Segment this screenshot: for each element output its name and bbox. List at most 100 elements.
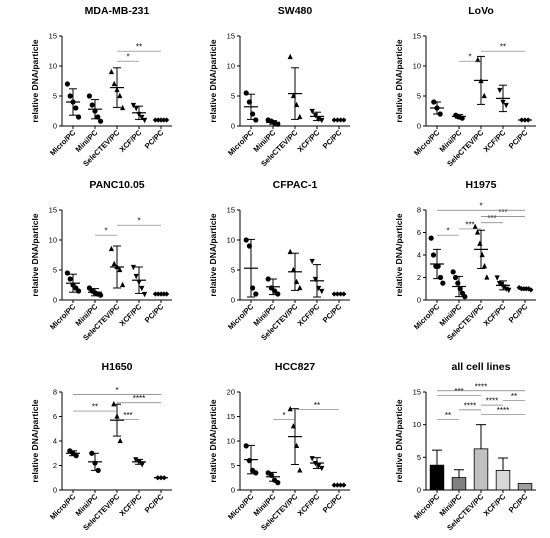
data-point bbox=[139, 114, 145, 121]
data-point bbox=[243, 443, 249, 449]
y-tick-label: 0 bbox=[231, 122, 235, 131]
panel-title: H1650 bbox=[102, 361, 133, 373]
x-tick-label: Micro/PC bbox=[48, 302, 78, 332]
data-point bbox=[117, 266, 123, 273]
data-point bbox=[503, 102, 509, 109]
y-tick-label: 0 bbox=[417, 486, 421, 495]
data-point bbox=[428, 235, 434, 241]
data-point bbox=[472, 223, 478, 229]
data-point bbox=[108, 245, 114, 252]
y-tick-label: 4 bbox=[417, 251, 421, 260]
data-point bbox=[98, 118, 104, 124]
data-point bbox=[111, 260, 117, 267]
significance-label: ** bbox=[445, 411, 451, 420]
y-tick-label: 10 bbox=[227, 437, 235, 446]
x-tick-label: Micro/PC bbox=[48, 128, 78, 158]
y-tick-label: 10 bbox=[413, 62, 421, 71]
data-point bbox=[309, 258, 315, 265]
significance-label: *** bbox=[454, 387, 463, 396]
x-tick-label: PC/PC bbox=[143, 302, 166, 325]
data-point bbox=[297, 467, 303, 473]
y-tick-label: 10 bbox=[227, 236, 235, 245]
x-tick-label: PC/PC bbox=[507, 492, 530, 515]
x-tick-label: XCF/PC bbox=[118, 128, 144, 154]
y-axis-label: relative DNA/particle bbox=[394, 213, 404, 296]
y-tick-label: 5 bbox=[417, 92, 421, 101]
significance-label: **** bbox=[486, 397, 498, 406]
data-point bbox=[494, 275, 500, 281]
data-point bbox=[287, 53, 293, 60]
significance-label: * bbox=[115, 386, 118, 395]
panel-sw480: SW480 relative DNA/particle 0 5 10 15 Micro/PC… bbox=[208, 5, 350, 168]
data-point bbox=[139, 285, 145, 292]
y-tick-label: 5 bbox=[53, 92, 57, 101]
y-tick-label: 0 bbox=[231, 296, 235, 305]
y-tick-label: 0 bbox=[417, 296, 421, 305]
y-tick-label: 0 bbox=[53, 486, 57, 495]
data-point bbox=[111, 80, 117, 87]
data-point bbox=[474, 229, 481, 235]
panel-title: CFPAC-1 bbox=[273, 179, 318, 191]
data-point bbox=[506, 287, 512, 294]
data-point bbox=[243, 237, 249, 243]
y-axis-label: relative DNA/particle bbox=[208, 213, 218, 296]
y-axis-label: relative DNA/particle bbox=[208, 39, 218, 122]
data-point bbox=[142, 291, 148, 298]
significance-label: * bbox=[104, 227, 107, 236]
panel-title: SW480 bbox=[278, 5, 313, 17]
data-point bbox=[133, 457, 139, 463]
significance-label: * bbox=[137, 217, 140, 226]
x-tick-label: XCF/PC bbox=[296, 302, 322, 328]
significance-label: * bbox=[468, 53, 471, 62]
data-point bbox=[76, 114, 82, 120]
x-tick-label: XCF/PC bbox=[118, 302, 144, 328]
data-point bbox=[253, 117, 259, 123]
data-point bbox=[440, 280, 446, 286]
x-tick-label: PC/PC bbox=[507, 128, 530, 151]
y-tick-label: 15 bbox=[227, 32, 235, 41]
data-point bbox=[120, 281, 126, 288]
x-tick-label: PC/PC bbox=[321, 302, 344, 325]
data-point bbox=[253, 470, 259, 476]
bar bbox=[517, 483, 533, 491]
y-tick-label: 15 bbox=[413, 388, 421, 397]
data-point bbox=[130, 264, 136, 271]
y-axis-label: relative DNA/particle bbox=[394, 39, 404, 122]
data-point bbox=[73, 105, 79, 111]
x-tick-label: XCF/PC bbox=[482, 128, 508, 154]
data-point bbox=[477, 240, 483, 246]
x-tick-label: XCF/PC bbox=[296, 128, 322, 154]
y-tick-label: 5 bbox=[231, 461, 235, 470]
y-tick-label: 6 bbox=[417, 228, 421, 237]
significance-label: * bbox=[126, 53, 129, 62]
y-tick-label: 10 bbox=[49, 236, 57, 245]
significance-label: **** bbox=[497, 406, 509, 415]
data-point bbox=[475, 56, 481, 63]
x-tick-label: XCF/PC bbox=[296, 492, 322, 518]
y-tick-label: 10 bbox=[413, 420, 421, 429]
y-tick-label: 15 bbox=[49, 32, 57, 41]
data-point bbox=[297, 284, 303, 291]
panel-title: MDA-MB-231 bbox=[85, 5, 150, 17]
panel-title: H1975 bbox=[466, 179, 497, 191]
data-point bbox=[430, 252, 437, 258]
data-point bbox=[67, 93, 73, 99]
y-tick-label: 10 bbox=[227, 62, 235, 71]
y-tick-label: 10 bbox=[49, 62, 57, 71]
y-tick-label: 8 bbox=[417, 206, 421, 215]
data-point bbox=[452, 274, 459, 281]
x-tick-label: PC/PC bbox=[321, 492, 344, 515]
data-point bbox=[142, 117, 148, 124]
data-point bbox=[117, 92, 123, 99]
significance-label: * bbox=[446, 227, 449, 236]
data-point bbox=[98, 292, 104, 298]
significance-label: *** bbox=[487, 214, 496, 223]
panel-panc10-05: PANC10.05 relative DNA/particle 0 5 10 15 Micr… bbox=[30, 179, 172, 342]
x-tick-label: XCF/PC bbox=[482, 492, 508, 518]
data-point bbox=[481, 263, 488, 269]
panel-title: LoVo bbox=[468, 5, 493, 17]
data-point bbox=[484, 274, 490, 280]
y-tick-label: 6 bbox=[53, 412, 57, 421]
